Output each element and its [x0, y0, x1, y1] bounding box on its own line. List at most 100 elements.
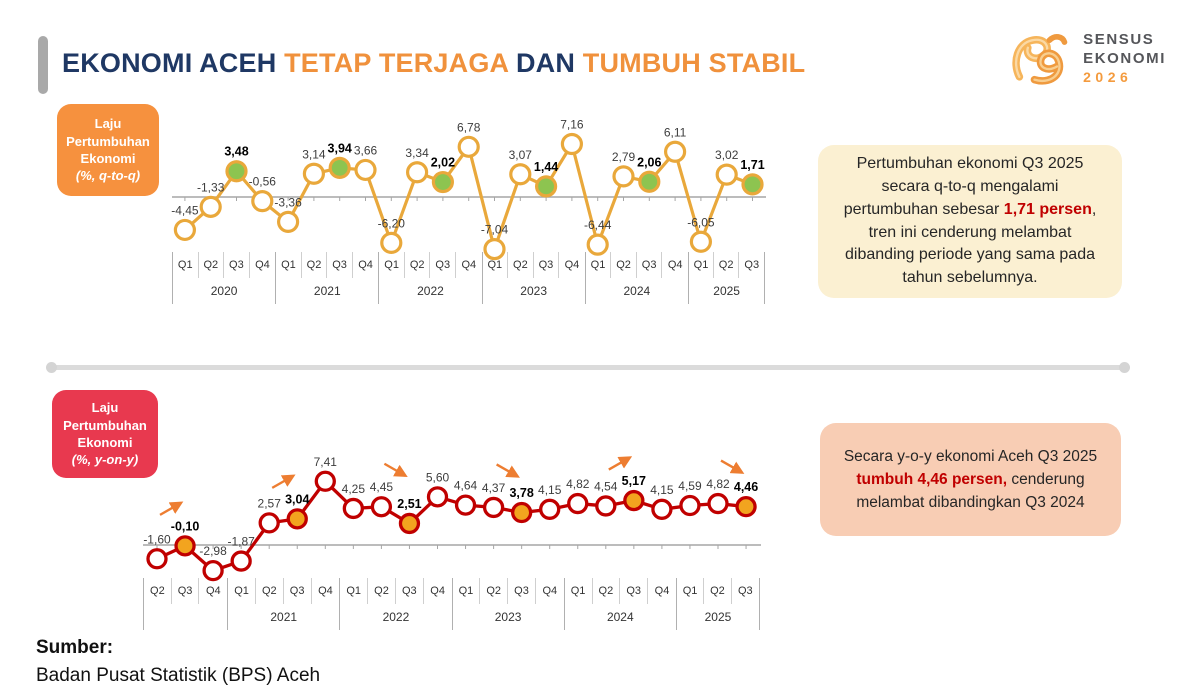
year-tick-label: 2024 [606, 610, 634, 624]
data-point-marker [230, 550, 252, 572]
callout-highlight-text: 1,71 persen [1003, 200, 1092, 218]
data-point-label: 5,17 [622, 474, 646, 488]
quarter-tick-label: Q3 [534, 252, 560, 278]
quarter-tick-label: Q2 [405, 252, 431, 278]
quarter-tick-label: Q3 [738, 585, 753, 597]
data-point-label: 2,06 [637, 155, 661, 169]
data-point-marker [202, 559, 224, 582]
data-point-label: -0,10 [171, 519, 200, 533]
data-point-marker [539, 498, 561, 520]
source-text: Badan Pusat Statistik (BPS) Aceh [36, 664, 321, 686]
quarter-tick-label: Q1 [565, 578, 593, 604]
year-tick-label: 2022 [417, 284, 444, 298]
quarter-tick-label: Q4 [205, 585, 221, 597]
quarter-tick-label: Q1 [276, 252, 302, 278]
highlight-data-point [431, 170, 454, 194]
year-tick-label: 2022 [382, 610, 410, 624]
callout-text-segment: cenderung melambat dibandingkan Q3 2024 [856, 470, 1085, 512]
year-group: Q1 Q2 Q3 2025 [675, 578, 761, 630]
data-point-label: 4,37 [482, 481, 506, 495]
data-point-marker [276, 210, 300, 233]
quarter-tick-label: Q3 [172, 578, 200, 604]
logo-text-ekonomi: EKONOMI [1083, 49, 1166, 67]
quarter-tick-label: Q3 [508, 578, 536, 604]
data-point-marker [567, 492, 589, 515]
data-point-marker [651, 498, 673, 520]
trend-arrow-icon [383, 462, 408, 478]
callout-text-segment: Pertumbuhan ekonomi Q3 2025 secara q-to-… [843, 155, 1084, 218]
data-point-label: 4,15 [538, 483, 562, 497]
data-point-marker [302, 162, 325, 185]
callout-highlight-text: tumbuh 4,46 persen, [856, 470, 1008, 488]
data-point-marker [715, 163, 738, 186]
qtoq-chart-label-box: Laju Pertumbuhan Ekonomi (%, q-to-q) [57, 104, 159, 196]
qtoq-callout-box: Pertumbuhan ekonomi Q3 2025 secara q-to-… [818, 145, 1122, 298]
title-segment: TETAP TERJAGA [284, 48, 516, 78]
year-tick-label: 2024 [623, 284, 651, 298]
quarter-tick-label: Q1 [689, 252, 715, 278]
year-group: Q1 Q2 Q3 Q4 2023 [451, 578, 564, 630]
highlight-data-point [328, 156, 351, 179]
quarter-tick-label: Q4 [461, 259, 477, 271]
quarter-tick-label: Q3 [620, 578, 649, 604]
yoy-callout-text: Secara y-o-y ekonomi Aceh Q3 2025 tumbuh… [834, 445, 1107, 515]
data-point-label: 2,51 [397, 497, 421, 511]
data-point-label: 4,46 [734, 480, 758, 494]
quarter-tick-label: Q1 [379, 252, 405, 278]
data-point-marker [679, 494, 701, 517]
quarter-tick-label: Q1 [228, 578, 256, 604]
quarter-tick-label: Q3 [637, 252, 663, 278]
year-tick-label: 2023 [520, 284, 547, 298]
data-point-marker [509, 163, 532, 186]
data-point-marker [482, 496, 505, 519]
trend-arrow-icon [271, 474, 296, 489]
quarter-tick-label: Q3 [327, 252, 353, 278]
data-point-label: -0,56 [249, 175, 277, 189]
quarter-tick-label: Q4 [564, 259, 580, 271]
year-group: Q1 Q2 Q3 Q4 2021 [275, 252, 378, 304]
data-point-marker [342, 497, 365, 520]
chart-label-line: Pertumbuhan [63, 417, 147, 433]
data-point-label: -3,36 [274, 195, 302, 209]
year-group: Q1 Q2 Q3 Q4 2022 [339, 578, 451, 630]
data-point-label: -7,04 [481, 223, 509, 237]
data-point-marker [664, 140, 687, 163]
data-point-label: 4,25 [342, 482, 366, 496]
quarter-tick-label: Q2 [480, 578, 509, 604]
divider-dot-right [1119, 362, 1130, 373]
quarter-tick-label: Q1 [677, 578, 705, 604]
callout-text-segment: , tren ini cenderung melambat dibanding … [845, 200, 1097, 286]
highlight-data-point [735, 495, 757, 518]
callout-text-segment: Secara y-o-y ekonomi Aceh Q3 2025 [843, 447, 1098, 465]
chart-label-line: Pertumbuhan [66, 133, 150, 149]
section-divider [46, 362, 1130, 373]
data-point-label: 3,04 [285, 492, 309, 506]
year-tick-label: 2021 [270, 610, 298, 624]
trend-arrow-icon [496, 463, 520, 478]
source-label: Sumber: [36, 637, 114, 658]
year-group: Q1 Q2 Q3 Q4 2024 [563, 578, 676, 630]
year-tick-label: 2021 [313, 284, 341, 298]
data-point-marker [457, 135, 480, 158]
data-point-label: 3,94 [328, 141, 352, 155]
chart-label-line: Laju [91, 400, 119, 416]
data-point-marker [370, 496, 393, 518]
quarter-tick-label: Q4 [542, 585, 558, 597]
highlight-data-point [225, 160, 248, 183]
highlight-data-point [398, 512, 421, 535]
quarter-tick-label: Q2 [256, 578, 284, 604]
quarter-tick-label: Q2 [611, 252, 637, 278]
divider-dot-left [46, 362, 57, 373]
yoy-callout-box: Secara y-o-y ekonomi Aceh Q3 2025 tumbuh… [820, 423, 1121, 536]
quarter-tick-label: Q3 [224, 252, 250, 278]
source-note: Sumber: Badan Pusat Statistik (BPS) Aceh [36, 634, 320, 689]
quarter-tick-label: Q3 [396, 578, 424, 604]
data-point-label: -6,05 [687, 215, 715, 229]
year-group: Q1 Q2 Q3 Q4 2020 [172, 252, 275, 304]
data-point-label: 3,34 [405, 146, 429, 160]
data-point-label: 2,57 [258, 496, 282, 510]
sensus-ribbon-icon [1012, 34, 1068, 85]
sensus-ekonomi-logo: SENSUS EKONOMI 2026 [1008, 28, 1166, 90]
trend-arrow-icon [159, 501, 184, 516]
quarter-tick-label: Q2 [593, 578, 621, 604]
